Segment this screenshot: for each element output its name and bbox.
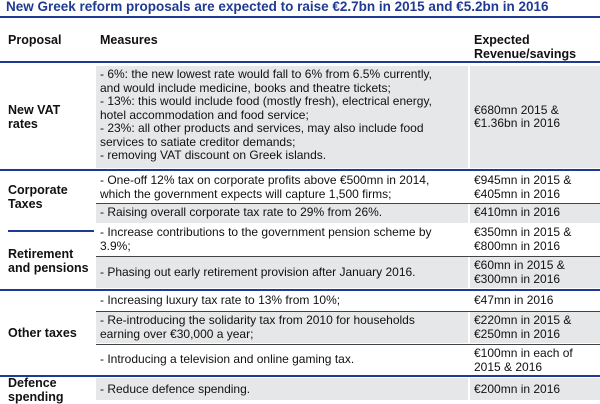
measure-other-3-text: - Introducing a television and online ga…	[100, 352, 355, 367]
revenue-retirement-1: €350mn in 2015 & €800mn in 2016	[474, 225, 572, 253]
revenue-corporate-2: €410mn in 2016	[470, 204, 600, 223]
measure-other-1: - Increasing luxury tax rate to 13% from…	[100, 293, 341, 307]
measure-retirement-2-text: - Phasing out early retirement provision…	[100, 264, 416, 279]
revenue-defence: €200mn in 2016	[470, 378, 600, 400]
measure-defence: - Reduce defence spending.	[96, 378, 468, 400]
category-retirement: Retirement and pensions	[8, 247, 89, 275]
category-other: Other taxes	[8, 326, 77, 340]
revenue-corporate-1: €945mn in 2015 & €405mn in 2016	[474, 173, 572, 201]
measure-retirement-1: - Increase contributions to the governme…	[100, 225, 432, 253]
measure-corporate-2: - Raising overall corporate tax rate to …	[96, 204, 468, 223]
header-divider	[0, 61, 600, 63]
category-corporate: Corporate Taxes	[8, 183, 68, 211]
measure-corporate-1: - One-off 12% tax on corporate profits a…	[100, 173, 430, 201]
measure-other-3: - Introducing a television and online ga…	[96, 345, 468, 375]
header-revenue: Expected Revenue/savings	[474, 33, 577, 61]
category-vat: New VAT rates	[8, 103, 61, 131]
revenue-vat: €680mn 2015 & €1.36bn in 2016	[470, 66, 600, 168]
group-divider	[0, 375, 600, 377]
group-divider	[0, 169, 600, 171]
measure-retirement-2: - Phasing out early retirement provision…	[96, 257, 468, 288]
header-proposal: Proposal	[8, 33, 62, 47]
title-divider	[0, 16, 600, 18]
measure-vat: - 6%: the new lowest rate would fall to …	[96, 66, 468, 168]
revenue-other-3: €100mn in each of 2015 & 2016	[474, 346, 573, 374]
row-divider	[96, 203, 600, 204]
revenue-vat-text: €680mn 2015 & €1.36bn in 2016	[474, 102, 561, 130]
measure-other-2: - Re-introducing the solidarity tax from…	[96, 312, 468, 343]
category-defence: Defence spending	[8, 376, 64, 404]
revenue-retirement-2: €60mn in 2015 & €300mn in 2016	[470, 257, 600, 288]
category-divider	[8, 230, 94, 232]
page-title: New Greek reform proposals are expected …	[6, 0, 549, 14]
row-divider	[96, 311, 600, 312]
revenue-other-2: €220mn in 2015 & €250mn in 2016	[470, 312, 600, 343]
group-divider	[0, 289, 600, 291]
row-divider	[96, 256, 600, 257]
row-divider	[96, 344, 600, 345]
revenue-other-1: €47mn in 2016	[474, 293, 554, 307]
header-measures: Measures	[100, 33, 158, 47]
